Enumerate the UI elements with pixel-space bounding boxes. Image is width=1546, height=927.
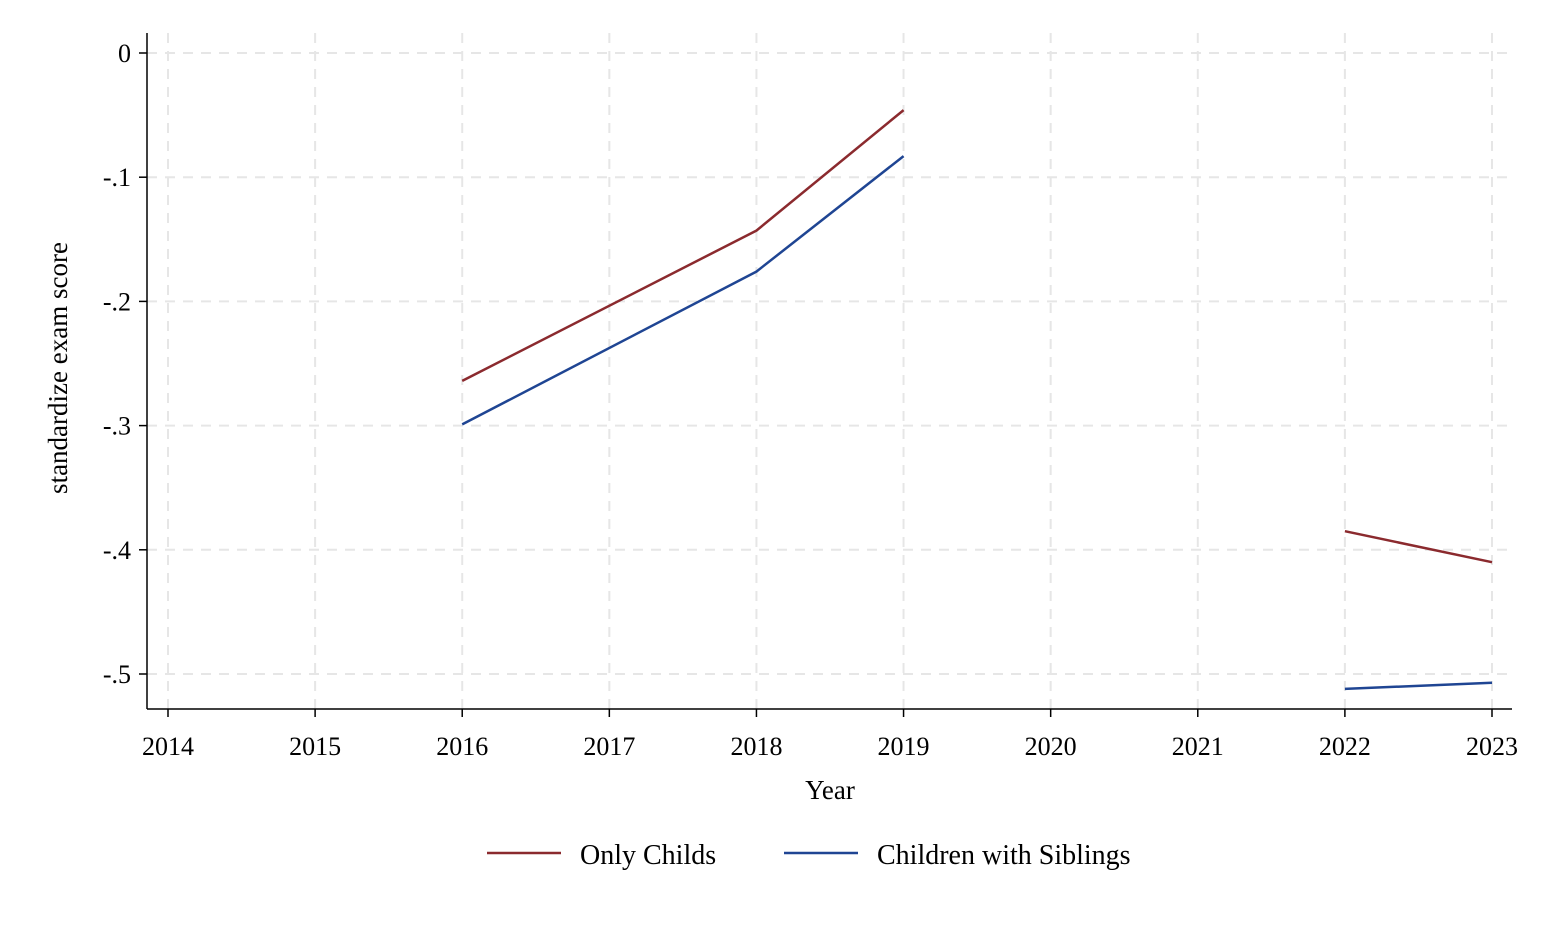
series-1 [461, 155, 1493, 691]
y-tick-label: 0 [118, 39, 131, 68]
x-tick-label: 2017 [583, 732, 635, 761]
x-tick-label: 2018 [730, 732, 782, 761]
axes [146, 33, 1512, 710]
x-tick-label: 2023 [1466, 732, 1518, 761]
series-line-segment [1344, 529, 1493, 564]
legend: Only Childs Children with Siblings [487, 840, 1131, 871]
x-axis-title: Year [805, 775, 855, 805]
y-tick-label: -.4 [103, 536, 131, 565]
y-tick-label: -.5 [103, 660, 131, 689]
series-0 [461, 109, 1493, 564]
x-tick-label: 2015 [289, 732, 341, 761]
x-tick-label: 2019 [878, 732, 930, 761]
series-line-segment [461, 109, 905, 383]
y-tick-label: -.2 [103, 287, 131, 316]
legend-label-children-with-siblings: Children with Siblings [877, 840, 1131, 871]
y-axis-title: standardize exam score [43, 242, 73, 494]
ticks: 0 -.1 -.2 -.3 -.4 -.5 2014 2015 2016 2017 2018 2019… [103, 39, 1518, 761]
series [461, 109, 1493, 691]
legend-label-only-childs: Only Childs [580, 840, 716, 871]
x-tick-label: 2016 [436, 732, 488, 761]
y-tick-label: -.3 [103, 412, 131, 441]
x-tick-label: 2014 [142, 732, 194, 761]
series-line-segment [461, 155, 905, 426]
x-tick-label: 2021 [1172, 732, 1224, 761]
x-tick-label: 2020 [1025, 732, 1077, 761]
grid [147, 33, 1512, 709]
x-tick-label: 2022 [1319, 732, 1371, 761]
series-line-segment [1344, 681, 1493, 691]
y-tick-label: -.1 [103, 163, 131, 192]
